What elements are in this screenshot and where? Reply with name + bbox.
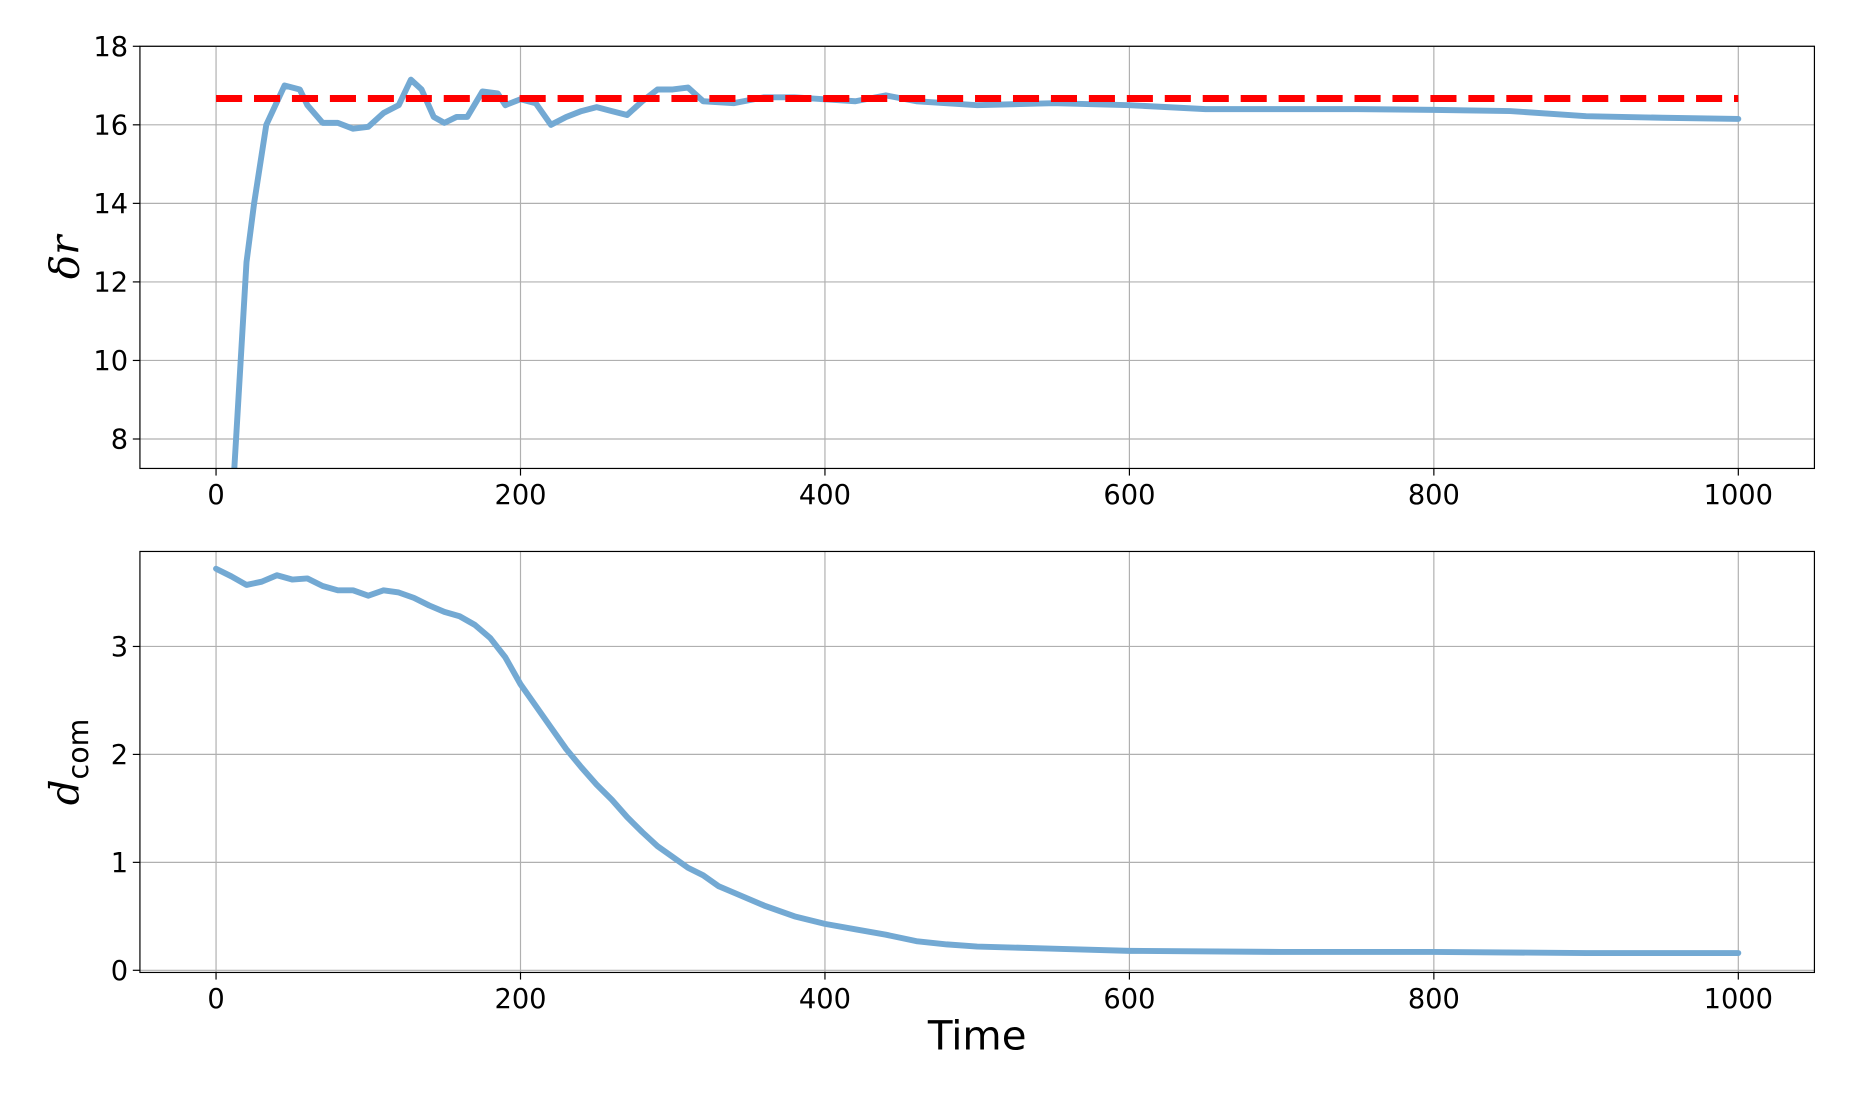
plot-area: [213, 565, 1742, 956]
plot-area: [216, 76, 1742, 469]
y-axis-label: dcom: [41, 719, 94, 806]
data-line: [231, 76, 1742, 469]
x-tick-label: 0: [207, 480, 224, 511]
y-tick-label: 12: [93, 267, 128, 298]
y-axis-label-main: d: [41, 779, 88, 805]
x-tick-label: 200: [494, 984, 546, 1015]
y-axis-label-main: δr: [41, 233, 88, 279]
panel: 0 200 400 600 800 1000 0 1 2 3 dcom Time: [41, 550, 1816, 1060]
x-tick-label: 800: [1408, 984, 1460, 1015]
y-tick-label: 2: [111, 740, 128, 771]
x-tick-label: 800: [1408, 480, 1460, 511]
y-tick-label: 8: [111, 424, 128, 455]
y-tick-label: 0: [111, 956, 128, 987]
y-tick-label: 1: [111, 848, 128, 879]
panel: 0 200 400 600 800 1000 8 10 12 14 16 18 δr: [41, 32, 1816, 511]
y-axis-label: δr: [41, 233, 88, 279]
data-line: [213, 565, 1742, 956]
y-tick-label: 14: [93, 189, 128, 220]
x-tick-label: 600: [1103, 984, 1155, 1015]
x-tick-label: 200: [494, 480, 546, 511]
y-tick-label: 18: [93, 32, 128, 63]
y-tick-label: 3: [111, 632, 128, 663]
y-tick-label: 16: [93, 110, 128, 141]
y-tick-label: 10: [93, 346, 128, 377]
x-tick-label: 400: [799, 480, 851, 511]
axes-frame: [139, 550, 1816, 974]
x-tick-label: 600: [1103, 480, 1155, 511]
axes-frame: [139, 45, 1816, 470]
x-axis-label: Time: [927, 1013, 1027, 1060]
x-tick-label: 1000: [1704, 984, 1773, 1015]
y-axis-label-subscript: com: [62, 719, 95, 780]
x-tick-label: 0: [207, 984, 224, 1015]
x-tick-label: 1000: [1704, 480, 1773, 511]
x-tick-label: 400: [799, 984, 851, 1015]
